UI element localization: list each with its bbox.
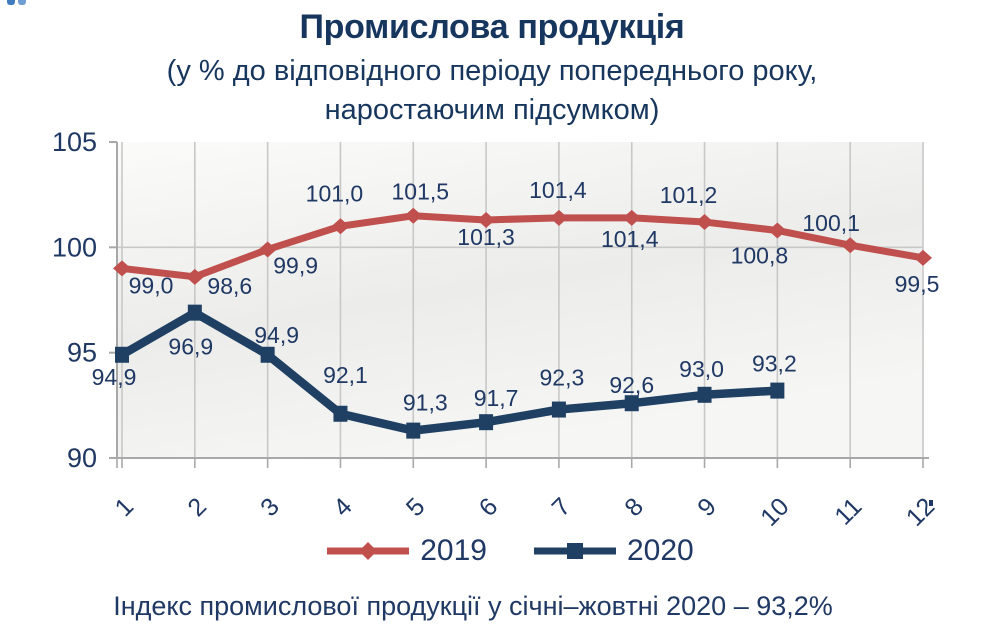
marker-diamond (768, 222, 787, 239)
legend-item-2020: 2020 (531, 534, 694, 568)
data-label-2019-4: 101,0 (306, 180, 364, 206)
legend-line-square-icon (534, 543, 616, 559)
data-label-2019-3: 99,9 (273, 252, 318, 278)
data-label-2019-10: 100,8 (731, 242, 789, 268)
data-label-2019-12: 99,5 (895, 271, 940, 297)
data-label-2020-7: 92,3 (540, 365, 585, 391)
marker-square (260, 346, 275, 363)
legend-line-diamond-icon (327, 542, 410, 560)
data-label-2019-1: 99,0 (129, 272, 174, 298)
x-axis-labels: 1 2 3 4 5 6 7 8 9 10 11 12 (110, 492, 941, 532)
x-axis-label-4: 4 (328, 492, 358, 522)
x-axis-label-12: 12 (901, 492, 940, 531)
data-label-2019-11: 100,1 (802, 210, 860, 236)
data-label-2019-8: 101,4 (601, 226, 659, 252)
marker-square (479, 414, 494, 431)
data-label-2020-3: 94,9 (254, 322, 299, 348)
marker-square (115, 346, 129, 363)
marker-diamond (331, 218, 350, 235)
y-axis-label-100: 100 (52, 232, 97, 262)
x-axis-label-11: 11 (829, 492, 867, 530)
series-2020-line (117, 308, 782, 435)
y-axis-labels: 90 95 100 105 (52, 127, 97, 473)
data-label-2019-9: 101,2 (660, 182, 718, 208)
logo-fragment-icon (7, 0, 27, 6)
data-label-2020-5: 91,3 (403, 390, 448, 416)
marker-diamond (695, 214, 714, 231)
marker-diamond (185, 268, 204, 285)
chart-subtitle-line2: наростаючим підсумком) (324, 94, 660, 126)
marker-diamond (404, 207, 423, 224)
marker-square (697, 386, 712, 403)
data-label-2019-2: 98,6 (207, 273, 252, 299)
y-axis-label-105: 105 (52, 127, 97, 157)
data-label-2020-4: 92,1 (323, 362, 368, 388)
series-2020 (115, 304, 785, 439)
marker-diamond (841, 237, 860, 254)
data-label-2020-1: 94,9 (92, 364, 137, 390)
chart-subtitle: (у % до відповідного періоду попередньог… (0, 52, 984, 130)
marker-square (624, 395, 639, 412)
logo-fragment-right (18, 0, 26, 5)
legend-label-2020: 2020 (627, 534, 694, 567)
series-2019-line (118, 212, 927, 281)
x-axis-label-5: 5 (401, 492, 431, 522)
data-label-2019-5: 101,5 (391, 179, 449, 205)
axes (109, 141, 929, 468)
x-axis-label-2: 2 (182, 492, 212, 522)
x-axis-label-1: 1 (110, 492, 140, 522)
y-axis-label-95: 95 (67, 338, 97, 368)
plot-area-background (117, 142, 923, 458)
data-label-2020-10: 93,2 (752, 351, 797, 377)
series-2019 (113, 207, 932, 285)
summary-caption: Індекс промислової продукції у січні–жов… (113, 591, 833, 621)
marker-square (770, 382, 785, 399)
x-axis-label-10: 10 (755, 492, 794, 531)
marker-diamond (549, 209, 568, 226)
logo-fragment-left (7, 0, 15, 5)
marker-diamond (258, 241, 277, 258)
chart-subtitle-line1: (у % до відповідного періоду попередньог… (166, 55, 818, 87)
data-label-2020-6: 91,7 (474, 385, 519, 411)
data-label-2020-8: 92,6 (609, 372, 654, 398)
series-lines (113, 207, 932, 439)
x-axis-label-6: 6 (474, 492, 504, 522)
chart-header: Промислова продукція (у % до відповідног… (0, 8, 984, 130)
marker-diamond (477, 211, 496, 228)
marker-square (333, 405, 348, 422)
marker-diamond (113, 260, 131, 277)
data-label-2020-9: 93,0 (679, 356, 724, 382)
legend: 2019 2020 (0, 534, 984, 568)
marker-square (187, 304, 202, 321)
x-axis-label-7: 7 (547, 492, 577, 522)
stray-mark (929, 500, 933, 506)
legend-label-2019: 2019 (420, 534, 487, 567)
x-axis-label-3: 3 (255, 492, 285, 522)
x-axis-label-8: 8 (619, 492, 649, 522)
x-axis-label-9: 9 (692, 492, 722, 522)
marker-square (406, 422, 421, 439)
legend-item-2019: 2019 (324, 534, 487, 568)
marker-square (551, 401, 566, 418)
marker-diamond (622, 209, 641, 226)
data-label-2019-6: 101,3 (457, 224, 515, 250)
y-axis-label-90: 90 (67, 443, 97, 473)
gridlines (117, 142, 924, 458)
chart-title: Промислова продукція (299, 8, 685, 46)
data-label-2020-2: 96,9 (168, 334, 213, 360)
data-label-2019-7: 101,4 (529, 177, 587, 203)
marker-diamond (914, 249, 932, 266)
